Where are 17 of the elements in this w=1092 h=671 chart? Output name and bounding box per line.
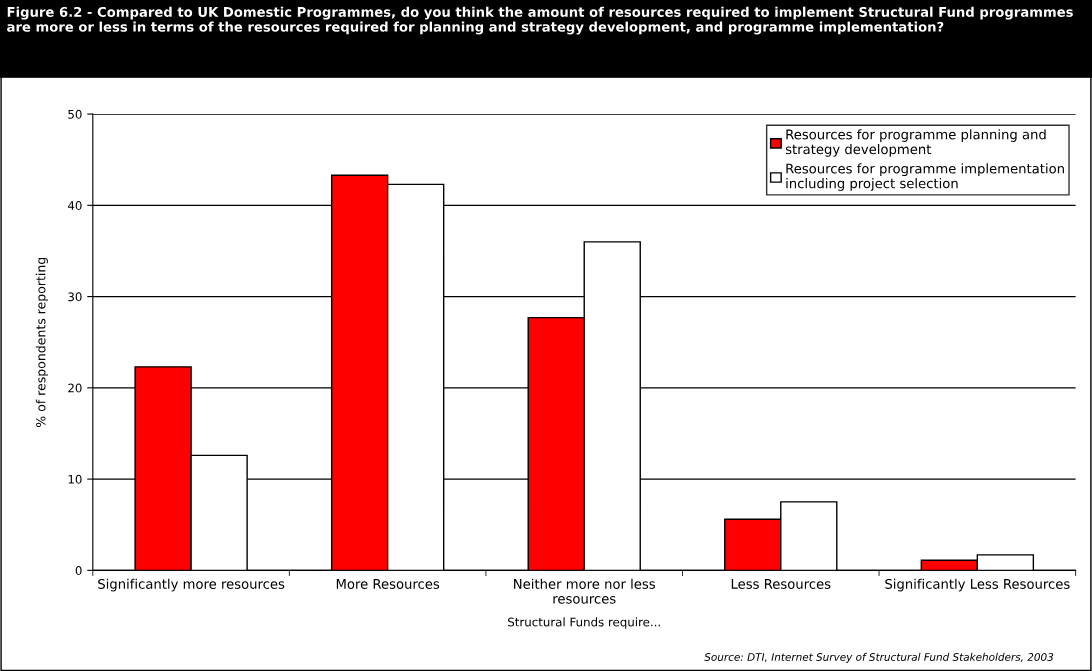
- x-tick-label: Less Resources: [731, 579, 831, 589]
- legend-label: Resources for programme implementation including project selection: [786, 163, 1064, 191]
- x-axis-title: Structural Funds require...: [508, 617, 660, 629]
- y-tick-label: 10: [68, 474, 82, 484]
- x-tick-label: More Resources: [336, 579, 440, 589]
- y-tick-label: 30: [68, 292, 82, 302]
- x-tick-label: Neither more nor less resources: [514, 578, 656, 604]
- x-tick-label: Significantly more resources: [98, 578, 285, 592]
- y-tick-label: 0: [75, 566, 82, 575]
- chart-title: Figure 6.2 - Compared to UK Domestic Programmes, do you think the amount of resources required to implement Structural Fund programmes are more or less in terms of the resources required for planning and strategy development, and programme implementation?: [7, 6, 1073, 35]
- legend-label: Resources for programme planning and strategy development: [785, 129, 1046, 157]
- y-tick-label: 50: [68, 109, 82, 119]
- y-axis-title: % of respondents reporting: [35, 257, 48, 427]
- x-tick-label: Significantly Less Resources: [885, 578, 1070, 592]
- y-tick-label: 20: [68, 383, 82, 393]
- y-tick-label: 40: [67, 201, 82, 210]
- source-note: Source: DTI, Internet Survey of Structural Fund Stakeholders, 2003: [704, 652, 1054, 663]
